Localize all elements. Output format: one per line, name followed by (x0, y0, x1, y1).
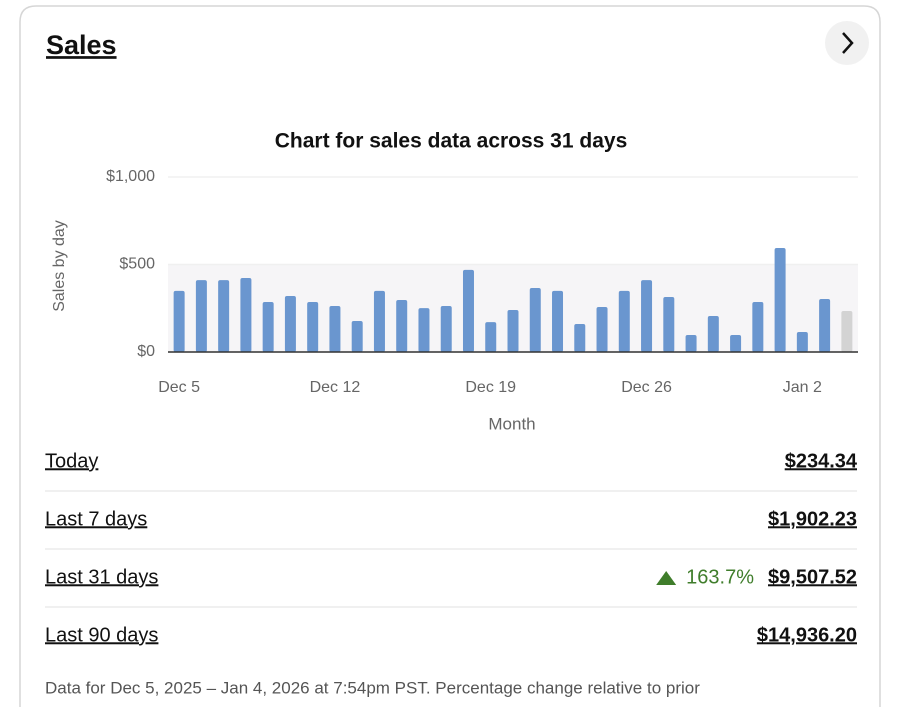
bar (262, 301, 274, 352)
bar (618, 290, 630, 352)
bar (685, 335, 697, 352)
y-axis-label: Sales by day (51, 220, 68, 312)
chart-title: Chart for sales data across 31 days (275, 130, 628, 153)
bar (373, 290, 385, 352)
x-tick-label: Dec 19 (465, 379, 516, 396)
bar (663, 297, 675, 352)
bar (218, 280, 230, 352)
x-axis-label: Month (488, 414, 535, 433)
card-border (19, 5, 881, 712)
percent-change: 163.7% (686, 566, 754, 588)
bar (329, 305, 341, 352)
row-label[interactable]: Today (45, 450, 98, 472)
row-label[interactable]: Last 7 days (45, 508, 147, 530)
row-value[interactable]: $14,936.20 (757, 624, 857, 646)
summary-rows: Today $234.34 Last 7 days $1,902.23 Last 31 … (45, 450, 858, 646)
x-tick-label: Dec 12 (310, 379, 361, 396)
bar (307, 301, 319, 352)
bar (440, 305, 452, 352)
bar (284, 296, 296, 352)
up-arrow-icon (656, 571, 677, 585)
bar (462, 269, 474, 352)
y-tick-label: $500 (119, 256, 155, 273)
bar (396, 300, 408, 352)
bar (351, 321, 363, 352)
x-tick-label: Jan 2 (783, 379, 822, 396)
row-label[interactable]: Last 31 days (45, 566, 158, 588)
bar (730, 335, 742, 352)
bar (507, 310, 519, 352)
bar (641, 280, 653, 352)
row-label[interactable]: Last 90 days (45, 624, 158, 646)
bar (529, 287, 541, 352)
y-tick-label: $1,000 (106, 168, 155, 185)
bar (574, 324, 586, 352)
footnote: Data for Dec 5, 2025 – Jan 4, 2026 at 7:… (45, 678, 700, 697)
row-value[interactable]: $9,507.52 (768, 566, 857, 588)
bar (596, 307, 608, 352)
x-tick-label: Dec 5 (158, 379, 200, 396)
row-value[interactable]: $234.34 (785, 450, 858, 472)
card-title[interactable]: Sales (46, 30, 117, 60)
bar (796, 332, 808, 352)
bar (173, 290, 185, 352)
bar (819, 298, 831, 352)
y-tick-label: $0 (137, 343, 155, 360)
bar (707, 315, 719, 352)
bar (418, 308, 430, 352)
bar (485, 322, 497, 352)
bar (752, 301, 764, 352)
bar (240, 277, 252, 352)
bar (774, 248, 786, 352)
bar (195, 280, 207, 352)
bar (552, 290, 564, 352)
x-tick-label: Dec 26 (621, 379, 672, 396)
bar (841, 311, 853, 352)
open-button[interactable] (825, 21, 869, 65)
row-value[interactable]: $1,902.23 (768, 508, 857, 530)
